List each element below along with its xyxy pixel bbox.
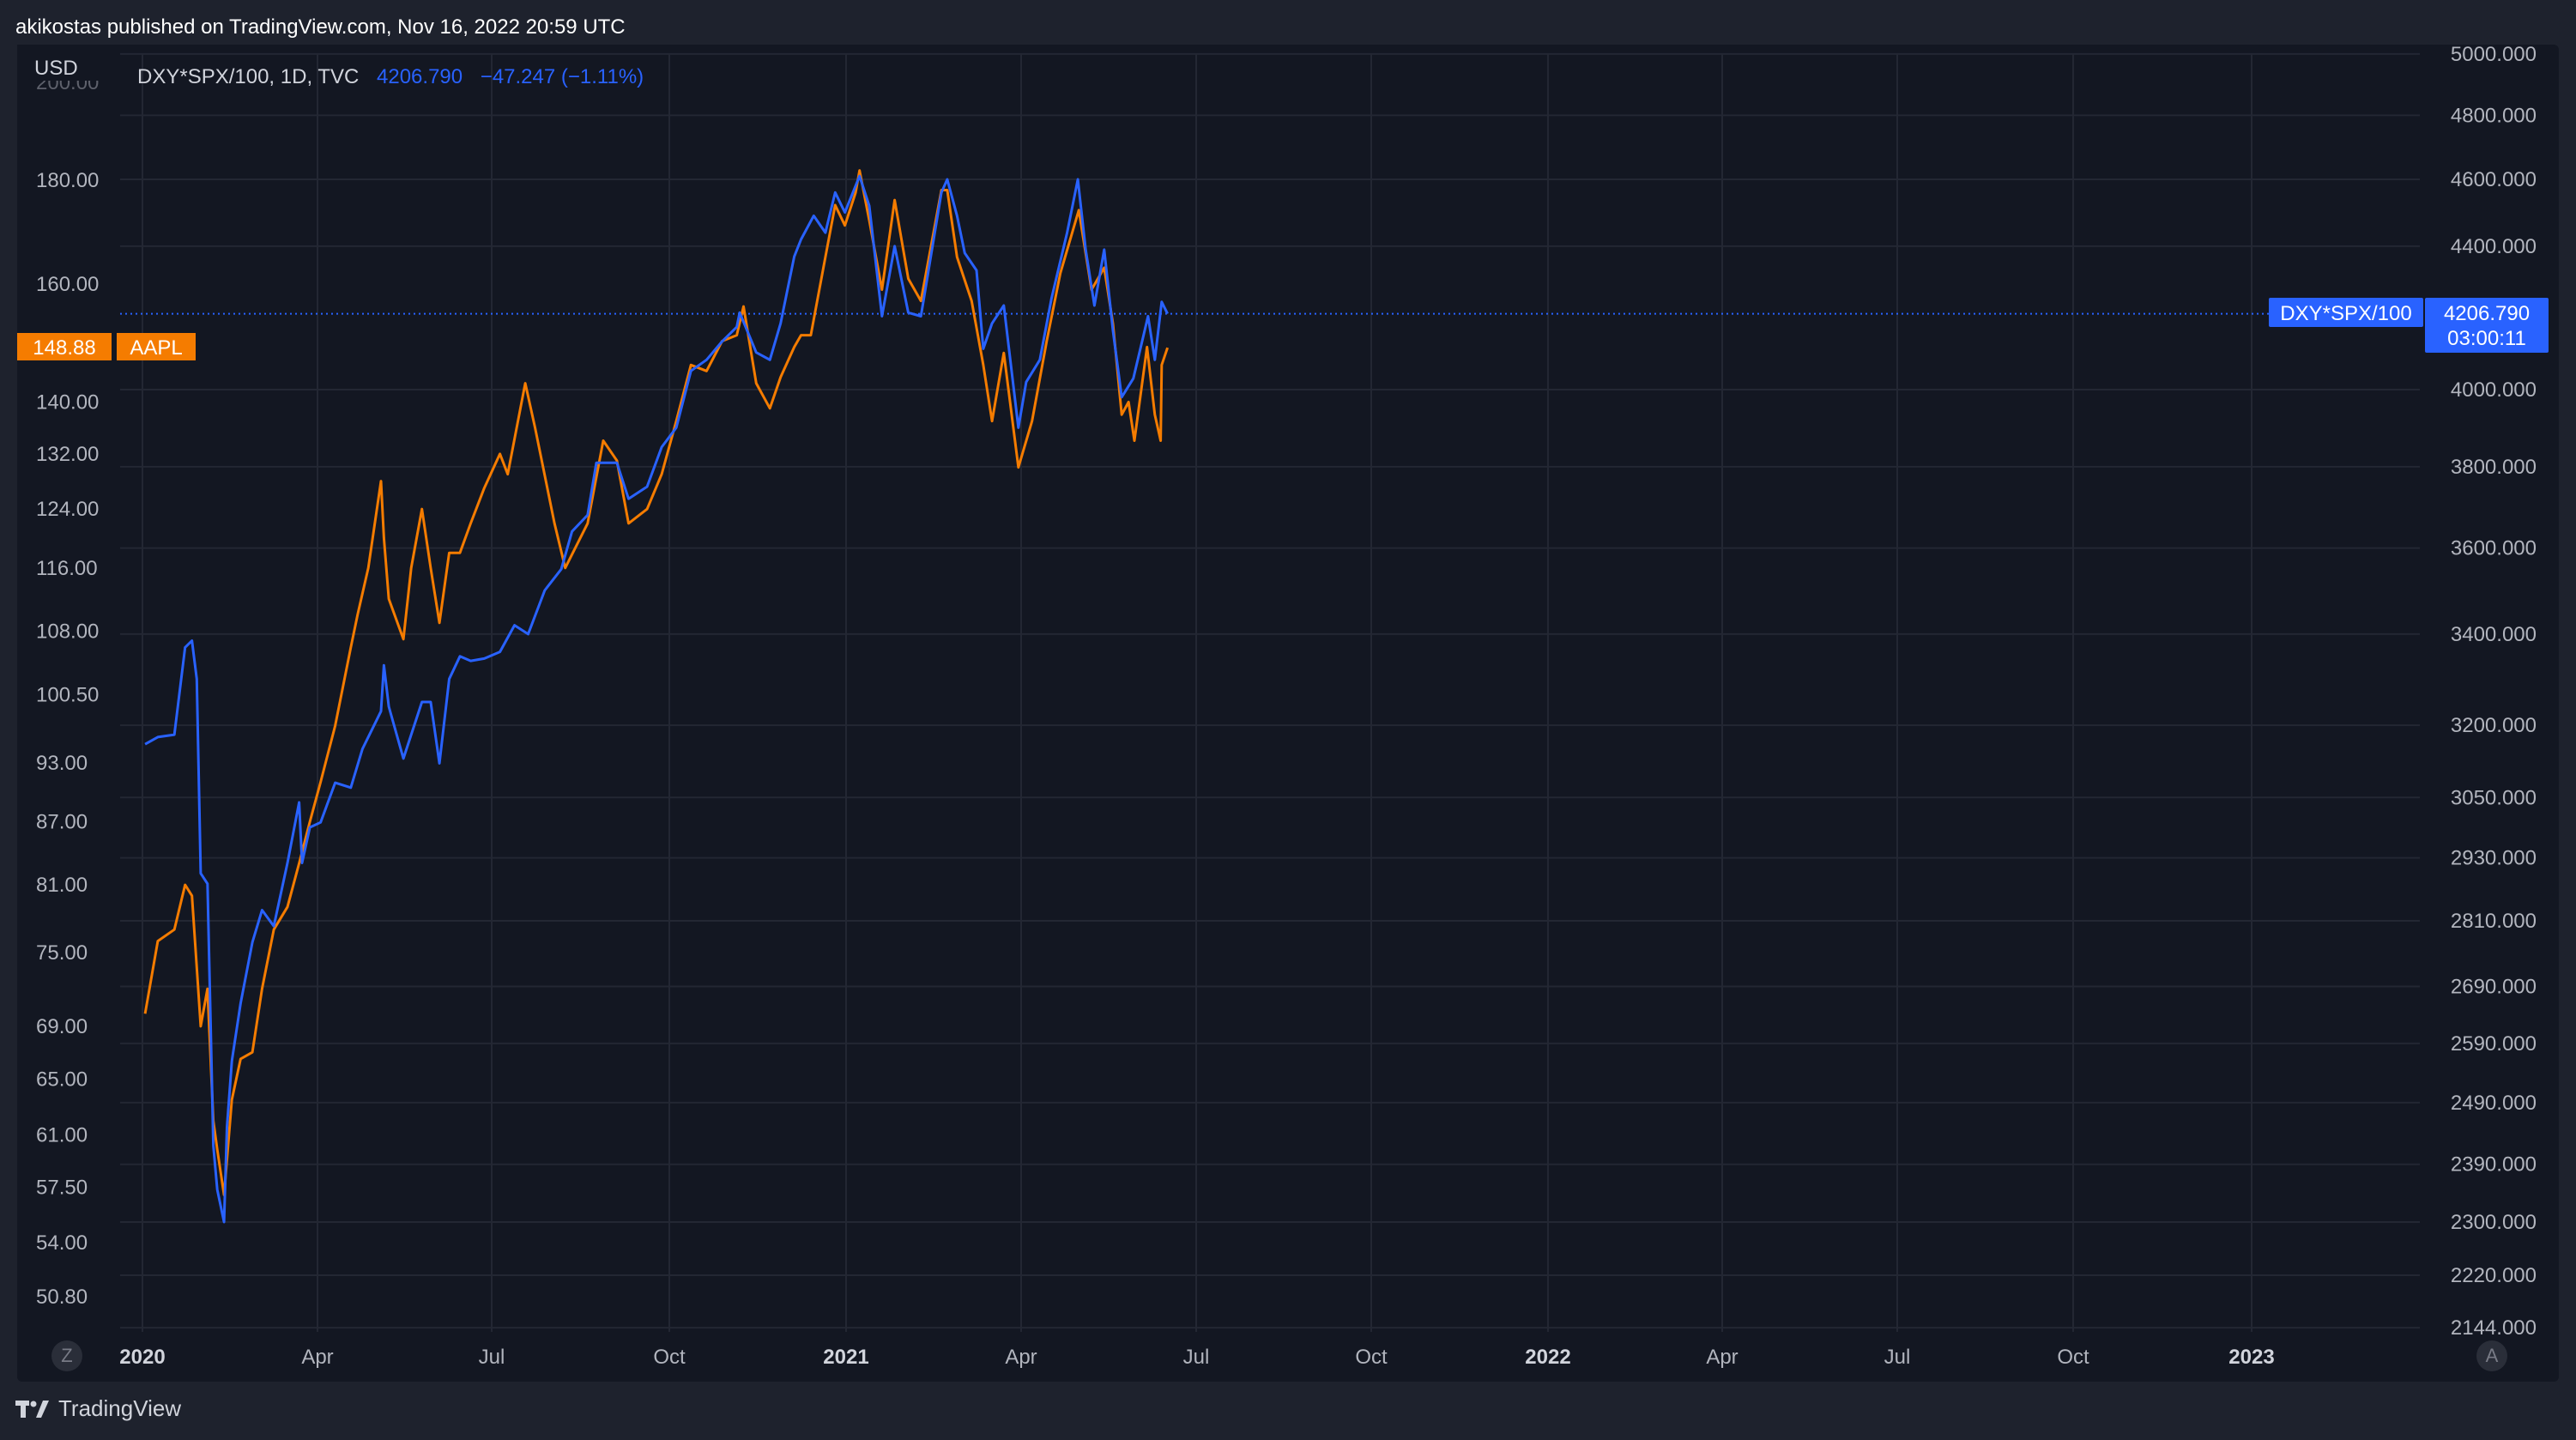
right-axis-tick: 3600.000 [2451,537,2537,560]
series-line-dxy-spx[interactable] [144,174,1169,1224]
left-axis-tick: 132.00 [36,443,99,466]
left-axis-tick: 124.00 [36,498,99,521]
time-axis: 2020 Apr Jul Oct 2021 Apr Jul Oct 2022 Apr Jul Oct 2… [119,1346,2274,1369]
left-axis-tick: 69.00 [36,1015,88,1038]
right-axis-tick: 2490.000 [2451,1092,2537,1115]
legend[interactable]: DXY*SPX/100, 1D, TVC 4206.790 −47.247 (−… [137,65,644,88]
auto-scale-button[interactable]: A [2476,1340,2507,1371]
time-axis-label: 2020 [119,1346,165,1369]
time-axis-label: Oct [653,1346,686,1369]
right-axis-tick: 4400.000 [2451,235,2537,258]
right-axis-tick: 2390.000 [2451,1153,2537,1177]
legend-value: 4206.790 [377,65,463,88]
right-axis-tick: 4800.000 [2451,104,2537,127]
time-axis-label: Apr [1706,1346,1738,1369]
right-price-axis: 5000.000 4800.000 4600.000 4400.000 4000.000… [2451,45,2537,1340]
series-layer [143,169,1170,1224]
right-axis-tick: 2930.000 [2451,847,2537,870]
chart-canvas[interactable]: 180.00 160.00 140.00 132.00 124.00 116.00 108.… [17,45,2559,1382]
right-axis-tick: 2144.000 [2451,1316,2537,1340]
right-axis-tick: 3050.000 [2451,786,2537,809]
dxy-badge-label: DXY*SPX/100 [2280,302,2411,325]
time-axis-label: Apr [301,1346,333,1369]
published-caption: akikostas published on TradingView.com, … [15,15,626,39]
footer-brand-text: TradingView [58,1395,182,1421]
right-axis-tick: 5000.000 [2451,45,2537,66]
time-axis-label: 2021 [823,1346,868,1369]
right-axis-tick: 2810.000 [2451,910,2537,933]
time-axis-label: Apr [1005,1346,1037,1369]
left-axis-tick: 160.00 [36,273,99,296]
partial-tick-mask [17,45,118,81]
legend-change: −47.247 (−1.11%) [481,65,644,88]
currency-label: USD [34,57,78,80]
left-axis-tick: 108.00 [36,620,99,643]
left-axis-tick: 75.00 [36,941,88,965]
right-axis-tick: 3200.000 [2451,714,2537,737]
dxy-price-badge: DXY*SPX/100 4206.790 03:00:11 [2269,298,2549,353]
time-axis-label: Jul [1183,1346,1210,1369]
left-price-axis: 180.00 160.00 140.00 132.00 124.00 116.00 108.… [17,45,118,1309]
time-axis-label: 2022 [1525,1346,1570,1369]
left-axis-tick: 61.00 [36,1124,88,1147]
chart-frame[interactable]: 180.00 160.00 140.00 132.00 124.00 116.00 108.… [17,45,2559,1382]
left-axis-tick: 180.00 [36,169,99,192]
time-axis-label: Jul [1884,1346,1911,1369]
zoom-button[interactable]: Z [51,1340,82,1371]
aapl-badge-label: AAPL [130,336,182,360]
left-axis-tick: 100.50 [36,683,99,706]
time-axis-label: Jul [479,1346,505,1369]
time-axis-label: 2023 [2228,1346,2274,1369]
left-axis-tick: 93.00 [36,752,88,775]
left-axis-tick: 50.80 [36,1286,88,1309]
time-axis-label: Oct [1355,1346,1388,1369]
dxy-badge-countdown: 03:00:11 [2447,327,2526,350]
right-axis-tick: 2300.000 [2451,1211,2537,1234]
left-axis-tick: 65.00 [36,1068,88,1091]
right-axis-tick: 4000.000 [2451,378,2537,402]
right-axis-tick: 2220.000 [2451,1264,2537,1287]
legend-symbol: DXY*SPX/100, 1D, TVC [137,65,359,88]
left-axis-tick: 140.00 [36,390,99,414]
right-axis-tick: 3800.000 [2451,456,2537,479]
footer-brand[interactable]: TradingView [15,1395,181,1422]
left-axis-tick: 116.00 [36,557,98,580]
left-axis-tick: 54.00 [36,1231,88,1255]
right-axis-tick: 2590.000 [2451,1032,2537,1056]
left-axis-tick: 81.00 [36,874,88,897]
series-line-aapl[interactable] [143,169,1170,1196]
left-axis-tick: 87.00 [36,811,88,834]
aapl-price-badge: 148.88 AAPL [17,333,196,360]
aapl-badge-value: 148.88 [33,336,95,360]
time-axis-label: Oct [2057,1346,2089,1369]
right-axis-tick: 2690.000 [2451,975,2537,998]
right-axis-tick: 4600.000 [2451,168,2537,191]
dxy-badge-value: 4206.790 [2444,302,2530,325]
right-axis-tick: 3400.000 [2451,623,2537,646]
left-axis-tick: 57.50 [36,1176,88,1199]
grid [120,52,2420,1332]
tradingview-logo-icon [15,1399,50,1419]
